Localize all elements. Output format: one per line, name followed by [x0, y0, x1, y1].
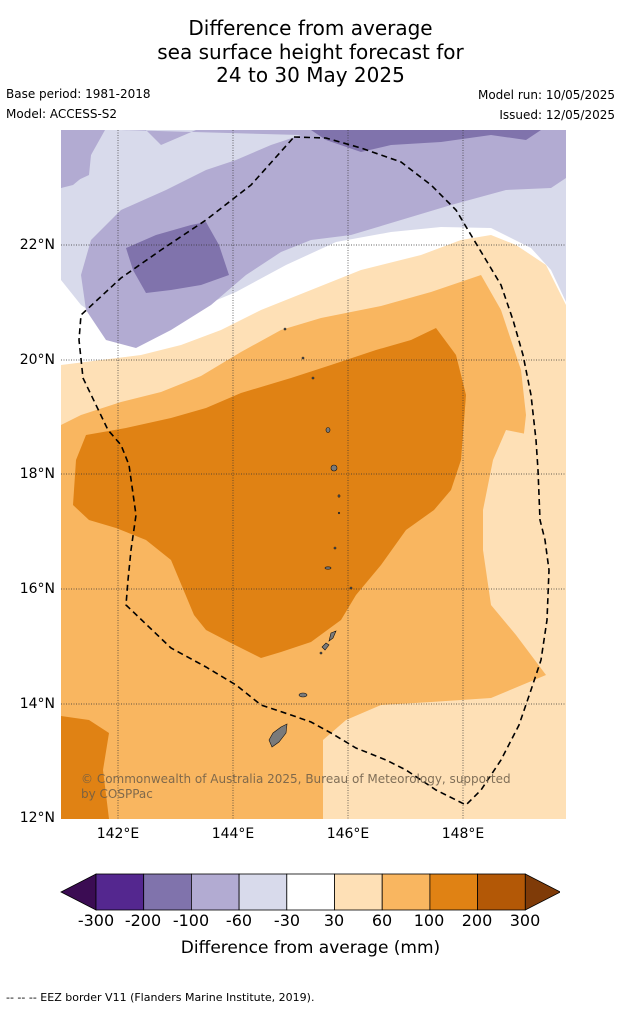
- lat-label-16: 16°N: [19, 581, 55, 597]
- island-rota: [298, 692, 308, 698]
- island-guam: [268, 723, 288, 748]
- island-asuncion: [311, 376, 315, 380]
- colorbar-extend-min: [60, 873, 97, 911]
- colorbar-label: Difference from average (mm): [180, 938, 441, 958]
- colorbar-tick: -60: [225, 911, 253, 930]
- band-100-200: [73, 328, 466, 658]
- island-farallon-de-medinilla: [349, 586, 353, 590]
- island-alamagan: [337, 494, 341, 498]
- colorbar-tick: 200: [461, 911, 493, 930]
- island-agrihan: [325, 427, 331, 433]
- colorbar-tick: -300: [77, 911, 115, 930]
- lat-label-12: 12°N: [19, 810, 55, 826]
- band-minus100-minus60-main: [81, 130, 566, 348]
- colorbar-extend-max: [524, 873, 560, 911]
- chart-title-line-2: sea surface height forecast for: [157, 40, 464, 64]
- band-minus200-minus100-top: [311, 130, 541, 152]
- colorbar-tick: 30: [323, 911, 345, 930]
- colorbar-tick: -200: [124, 911, 162, 930]
- lon-label-144: 144°E: [211, 826, 255, 842]
- issued-text: Issued: 12/05/2025: [499, 108, 615, 122]
- colorbar-tick: -100: [172, 911, 210, 930]
- lat-label-18: 18°N: [19, 466, 55, 482]
- colorbar-tick: 60: [371, 911, 393, 930]
- lat-label-20: 20°N: [19, 352, 55, 368]
- colorbar-cell: [381, 873, 431, 911]
- lon-label-142: 142°E: [96, 826, 140, 842]
- island-farallon-de-pajaros: [283, 327, 287, 331]
- colorbar-cell: [143, 873, 192, 911]
- band-minus100-minus60-left: [61, 130, 101, 188]
- lat-label-22: 22°N: [19, 237, 55, 253]
- colorbar-cell: [190, 873, 240, 911]
- band-minus200-minus100: [126, 222, 229, 293]
- band-30-60-south: [323, 430, 566, 819]
- island-saipan-tinian: [321, 630, 337, 651]
- colorbar-cell: [477, 873, 526, 911]
- colorbar-tick: -30: [273, 911, 301, 930]
- island-anatahan: [324, 566, 332, 570]
- colorbar-cell: [334, 873, 383, 911]
- island-aguijan: [319, 651, 323, 655]
- eez-footnote: -- -- -- EEZ border V11 (Flanders Marine…: [6, 991, 315, 1004]
- island-sarigan: [333, 546, 337, 550]
- colorbar-cell: [95, 873, 145, 911]
- lon-label-146: 146°E: [326, 826, 370, 842]
- island-pagan: [330, 464, 338, 472]
- chart-title-line-1: Difference from average: [188, 16, 433, 40]
- sea-height-map: [61, 130, 566, 819]
- island-maug: [301, 356, 305, 360]
- colorbar-tick: 100: [413, 911, 445, 930]
- lat-label-14: 14°N: [19, 696, 55, 712]
- model-run-text: Model run: 10/05/2025: [477, 88, 615, 102]
- eez-border: [78, 136, 550, 806]
- model-text: Model: ACCESS-S2: [6, 107, 118, 121]
- lon-label-148: 148°E: [441, 826, 485, 842]
- base-period-text: Base period: 1981-2018: [6, 87, 151, 101]
- colorbar-cell: [238, 873, 288, 911]
- chart-title-line-3: 24 to 30 May 2025: [216, 63, 405, 87]
- island-guguan: [337, 511, 341, 515]
- band-100-200-sw: [61, 716, 109, 819]
- colorbar: [60, 873, 560, 911]
- colorbar-tick: 300: [509, 911, 541, 930]
- colorbar-cell: [429, 873, 478, 911]
- colorbar-cell: [286, 873, 335, 911]
- copyright-text: © Commonwealth of Australia 2025, Bureau…: [81, 772, 511, 801]
